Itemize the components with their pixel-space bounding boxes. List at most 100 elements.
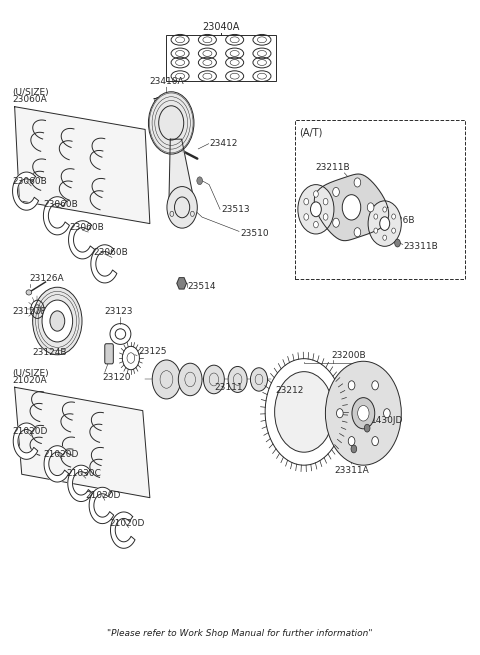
Text: 23060B: 23060B (69, 223, 104, 232)
Circle shape (304, 214, 309, 220)
Circle shape (333, 187, 339, 196)
Text: 21020D: 21020D (12, 427, 48, 436)
Text: 23514: 23514 (188, 282, 216, 291)
Text: 23127B: 23127B (12, 307, 47, 316)
Circle shape (372, 437, 378, 445)
Text: 23311B: 23311B (404, 242, 438, 251)
Circle shape (352, 398, 375, 429)
Text: 23060A: 23060A (12, 95, 47, 104)
Circle shape (354, 228, 361, 237)
Circle shape (323, 198, 328, 205)
Circle shape (204, 365, 224, 394)
Text: (A/T): (A/T) (300, 128, 323, 138)
Circle shape (265, 359, 343, 465)
Text: "Please refer to Work Shop Manual for further information": "Please refer to Work Shop Manual for fu… (107, 629, 373, 638)
Circle shape (372, 381, 378, 390)
Circle shape (348, 381, 355, 390)
Text: 23125: 23125 (138, 347, 167, 356)
Text: 21020D: 21020D (109, 519, 145, 527)
Polygon shape (110, 512, 135, 548)
Polygon shape (169, 139, 195, 208)
Text: 23510: 23510 (240, 229, 269, 238)
Polygon shape (91, 245, 117, 283)
Circle shape (348, 437, 355, 445)
Polygon shape (89, 487, 114, 523)
Text: 23111: 23111 (214, 383, 242, 392)
Polygon shape (13, 423, 38, 459)
Circle shape (228, 366, 247, 392)
Circle shape (197, 177, 203, 185)
Polygon shape (177, 278, 186, 289)
Circle shape (354, 178, 361, 187)
Circle shape (392, 214, 396, 219)
Circle shape (374, 214, 378, 219)
Polygon shape (44, 445, 69, 482)
Ellipse shape (26, 290, 32, 295)
Circle shape (275, 371, 334, 452)
Circle shape (342, 195, 361, 220)
Text: 23120: 23120 (102, 373, 131, 382)
Ellipse shape (351, 445, 357, 453)
Circle shape (152, 360, 180, 399)
Circle shape (367, 203, 374, 212)
Circle shape (336, 409, 343, 418)
Bar (295, 120, 466, 279)
Polygon shape (12, 172, 38, 210)
Text: 23410A: 23410A (149, 77, 184, 86)
Text: 21020D: 21020D (43, 450, 79, 458)
Circle shape (33, 288, 82, 355)
Circle shape (358, 405, 369, 421)
Text: 23200B: 23200B (332, 351, 366, 360)
Text: 23311A: 23311A (334, 466, 369, 475)
Circle shape (392, 228, 396, 233)
Circle shape (384, 409, 390, 418)
Text: 23211B: 23211B (315, 162, 350, 172)
Circle shape (333, 218, 339, 227)
Text: 21020D: 21020D (86, 491, 121, 500)
FancyBboxPatch shape (105, 344, 113, 364)
Circle shape (380, 217, 390, 231)
Circle shape (383, 235, 386, 240)
Circle shape (311, 202, 321, 217)
Polygon shape (314, 174, 389, 240)
Polygon shape (43, 196, 70, 235)
Text: 23060B: 23060B (43, 200, 78, 209)
Circle shape (50, 311, 65, 331)
Circle shape (251, 367, 267, 391)
Text: 23123: 23123 (105, 307, 133, 316)
Polygon shape (69, 221, 95, 259)
Circle shape (368, 201, 401, 246)
Text: 23513: 23513 (221, 205, 250, 214)
Polygon shape (68, 465, 92, 502)
Polygon shape (14, 387, 150, 498)
Circle shape (383, 207, 386, 212)
Circle shape (179, 364, 202, 396)
Text: 21020A: 21020A (12, 377, 47, 385)
Text: 23124B: 23124B (32, 348, 67, 357)
Text: 23226B: 23226B (304, 189, 338, 198)
Circle shape (304, 198, 309, 205)
Bar (167, 35, 276, 81)
Text: 23212: 23212 (276, 386, 304, 395)
Text: 23226B: 23226B (380, 216, 414, 225)
Circle shape (374, 228, 378, 233)
Circle shape (313, 191, 318, 197)
Circle shape (323, 214, 328, 220)
Text: 23412: 23412 (209, 140, 238, 148)
Circle shape (313, 221, 318, 228)
Text: 23060B: 23060B (93, 248, 128, 257)
Text: (U/SIZE): (U/SIZE) (12, 88, 49, 97)
Circle shape (167, 187, 197, 228)
Circle shape (325, 362, 401, 465)
Circle shape (42, 300, 72, 342)
Circle shape (148, 92, 194, 154)
Circle shape (298, 185, 334, 234)
Text: 23040A: 23040A (203, 22, 240, 32)
Ellipse shape (364, 424, 370, 432)
Text: 23126A: 23126A (29, 274, 63, 284)
Text: (U/SIZE): (U/SIZE) (12, 369, 49, 378)
Text: 21030C: 21030C (67, 469, 102, 478)
Polygon shape (14, 107, 150, 223)
Ellipse shape (395, 239, 400, 247)
Text: 1430JD: 1430JD (371, 416, 403, 425)
